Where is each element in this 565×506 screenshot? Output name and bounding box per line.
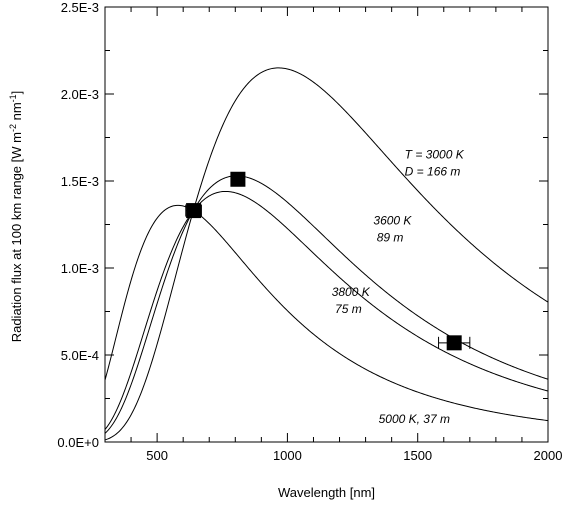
- y-tick-label: 0.0E+0: [57, 435, 99, 450]
- series-annotation: 3800 K 75 m: [332, 285, 371, 316]
- x-axis-label: Wavelength [nm]: [278, 485, 375, 500]
- axis-tick-labels: 500 1000 1500 2000 0.0E+0 5.0E-4 1.0E-3 1.5E-3 2…: [57, 0, 562, 463]
- measurement-point: [438, 335, 471, 351]
- series-annotation: 5000 K, 37 m: [379, 412, 450, 426]
- measurement-square: [186, 203, 202, 219]
- y-tick-label: 5.0E-4: [61, 348, 99, 363]
- y-tick-label: 1.0E-3: [61, 261, 99, 276]
- x-tick-label: 1000: [273, 448, 302, 463]
- x-tick-label: 500: [146, 448, 168, 463]
- series-line-5000k: [104, 204, 549, 422]
- measurement-markers: [185, 171, 471, 351]
- plot-frame: [104, 6, 549, 443]
- series-line-3000k: [104, 67, 549, 441]
- series-curves: [104, 67, 549, 441]
- x-tick-label: 2000: [534, 448, 563, 463]
- series-line-3600k: [104, 175, 549, 434]
- axis-ticks: [104, 6, 549, 443]
- y-axis-label: Radiation flux at 100 km range [W m-2 nm…: [8, 91, 24, 343]
- series-line-3800k: [104, 190, 549, 430]
- y-tick-label: 2.5E-3: [61, 0, 99, 15]
- series-annotation: 3600 K 89 m: [373, 214, 412, 245]
- measurement-square: [446, 335, 462, 351]
- x-tick-label: 1500: [403, 448, 432, 463]
- y-tick-label: 1.5E-3: [61, 174, 99, 189]
- y-tick-label: 2.0E-3: [61, 87, 99, 102]
- measurement-square: [230, 171, 246, 187]
- measurement-point: [185, 203, 202, 219]
- measurement-point: [230, 171, 246, 187]
